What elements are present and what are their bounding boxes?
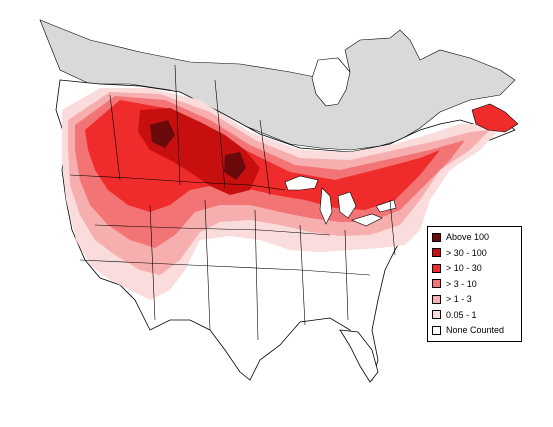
legend-label: > 10 - 30: [446, 263, 482, 273]
legend-label: 0.05 - 1: [446, 309, 477, 320]
legend-swatch: [432, 325, 441, 335]
legend-item: None Counted: [432, 324, 504, 336]
legend-item: Above 100: [432, 231, 489, 243]
legend-label: Above 100: [446, 232, 490, 242]
legend-item: > 30 - 100: [432, 247, 487, 259]
legend: Above 100 > 30 - 100 > 10 - 30 > 3 - 10 > 1 …: [427, 226, 522, 342]
florida: [339, 329, 379, 383]
legend-swatch: [432, 263, 441, 273]
great-lakes: [284, 175, 397, 227]
legend-label: > 1 - 3: [446, 294, 472, 304]
legend-swatch: [432, 294, 441, 304]
newfoundland: [471, 103, 519, 133]
political-boundaries: [69, 64, 396, 341]
legend-label: None Counted: [446, 325, 505, 335]
legend-item: > 1 - 3: [432, 293, 472, 305]
legend-item: > 10 - 30: [432, 262, 482, 274]
hudson-bay: [311, 57, 351, 107]
legend-swatch: [432, 279, 441, 288]
legend-swatch: [432, 248, 441, 257]
legend-swatch: [432, 232, 441, 242]
legend-item: 0.05 - 1: [432, 309, 477, 321]
legend-label: > 30 - 100: [446, 247, 487, 258]
abundance-above-100-zone: [150, 120, 246, 180]
legend-swatch: [432, 310, 441, 319]
legend-label: > 3 - 10: [446, 278, 477, 289]
legend-item: > 3 - 10: [432, 278, 477, 290]
